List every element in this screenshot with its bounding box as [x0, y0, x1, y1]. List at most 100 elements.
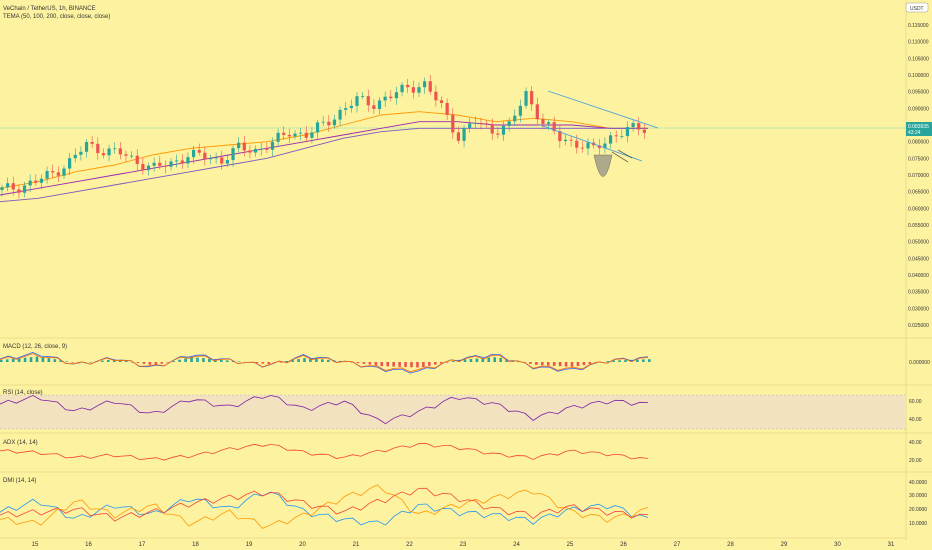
candle-body: [530, 91, 534, 105]
time-axis[interactable]: 15 16 17 18 19 20 21 22 23 24 25 26 27 28 29 30 31: [32, 542, 895, 548]
macd-histogram-bar: [582, 362, 586, 366]
price-tick: 0.050000: [908, 240, 929, 246]
macd-histogram-bar: [225, 360, 229, 362]
candle-body: [34, 180, 38, 183]
macd-histogram-bar: [190, 357, 193, 362]
candle-body: [513, 115, 517, 122]
candle-body: [118, 148, 122, 155]
macd-title: MACD (12, 26, close, 9): [3, 344, 67, 350]
dmi-tick-40: 40.0000: [909, 480, 927, 486]
macd-histogram-bar: [552, 362, 556, 366]
candle-body: [39, 178, 44, 183]
candle-body: [428, 81, 432, 92]
candle-body: [113, 148, 117, 150]
candle-body: [180, 160, 184, 164]
candle-body: [451, 114, 455, 133]
macd-histogram-bar: [29, 357, 33, 362]
candle-body: [586, 142, 590, 149]
candle-body: [265, 148, 269, 150]
candle-body: [231, 148, 235, 161]
candle-body: [625, 127, 630, 137]
cup-pattern: [593, 154, 613, 177]
rsi-tick-60: 60.00: [909, 399, 922, 405]
candle-body: [377, 100, 382, 110]
candle-body: [310, 132, 314, 138]
candle-body: [28, 180, 32, 186]
candle-body: [552, 122, 556, 132]
macd-histogram-bar: [17, 358, 21, 362]
macd-signal-line: [0, 353, 649, 373]
candle-body: [637, 123, 641, 130]
candle-body: [130, 155, 134, 157]
candle-body: [259, 148, 263, 150]
candle-body: [141, 163, 145, 171]
macd-histogram-bar: [89, 361, 92, 363]
time-tick: 21: [353, 542, 360, 548]
candle-body: [355, 96, 359, 106]
price-tick: 0.025000: [908, 323, 929, 329]
candle-body: [45, 171, 49, 179]
price-axis[interactable]: 0.115000 0.110000 0.105000 0.100000 0.095000…: [908, 23, 929, 329]
currency-label: USDT: [910, 6, 924, 12]
candle-body: [518, 105, 522, 116]
candle-body: [203, 152, 207, 160]
candle-body: [423, 81, 427, 88]
candle-body: [344, 108, 348, 110]
price-tick: 0.075000: [908, 156, 929, 162]
dmi-plot: [0, 484, 649, 529]
macd-histogram-bar: [172, 361, 176, 362]
candle-body: [332, 119, 337, 126]
macd-histogram-bar: [606, 361, 609, 362]
candle-body: [62, 168, 66, 176]
time-tick: 17: [139, 542, 146, 548]
macd-histogram-bar: [398, 362, 401, 367]
price-tick: 0.110000: [908, 40, 929, 46]
candle-body: [468, 123, 472, 129]
candle-body: [400, 84, 404, 93]
macd-histogram-bar: [297, 359, 300, 362]
macd-histogram-bar: [101, 360, 104, 362]
last-price-badge: [906, 122, 932, 136]
candle-body: [293, 133, 297, 137]
tema-line: [0, 111, 648, 189]
candle-body: [11, 183, 15, 190]
macd-histogram-bar: [570, 362, 574, 367]
time-tick: 20: [299, 542, 306, 548]
macd-plot: [0, 351, 651, 374]
candle-body: [411, 87, 415, 93]
candle-body: [197, 149, 201, 153]
candle-body: [383, 96, 387, 101]
adx-tick-40: 40.00: [909, 440, 922, 446]
candle-body: [479, 123, 483, 124]
candle-body: [445, 102, 449, 115]
price-tick: 0.060000: [908, 206, 929, 212]
macd-histogram-bar: [71, 362, 74, 363]
time-tick: 30: [834, 542, 841, 548]
candle-body: [603, 143, 607, 149]
candle-body: [107, 148, 111, 156]
macd-histogram-bar: [107, 360, 110, 362]
candle-body: [186, 157, 190, 164]
candle-body: [580, 147, 584, 149]
time-tick: 16: [85, 542, 92, 548]
time-tick: 23: [460, 542, 467, 548]
candle-body: [462, 128, 466, 141]
candle-body: [101, 153, 106, 156]
macd-histogram-bar: [53, 359, 57, 362]
candle-body: [597, 145, 601, 149]
candle-body: [417, 87, 421, 93]
candle-body: [524, 91, 528, 106]
time-tick: 18: [192, 542, 199, 548]
time-tick: 31: [888, 542, 895, 548]
candle-body: [406, 84, 410, 88]
macd-histogram-bar: [499, 357, 502, 362]
macd-histogram-bar: [475, 358, 479, 362]
macd-histogram-bar: [160, 362, 164, 364]
candle-body: [456, 132, 461, 141]
macd-histogram-bar: [535, 362, 538, 365]
price-tick: 0.100000: [908, 73, 929, 79]
macd-histogram-bar: [196, 357, 199, 362]
macd-histogram-bar: [23, 357, 27, 362]
time-tick: 15: [32, 542, 39, 548]
